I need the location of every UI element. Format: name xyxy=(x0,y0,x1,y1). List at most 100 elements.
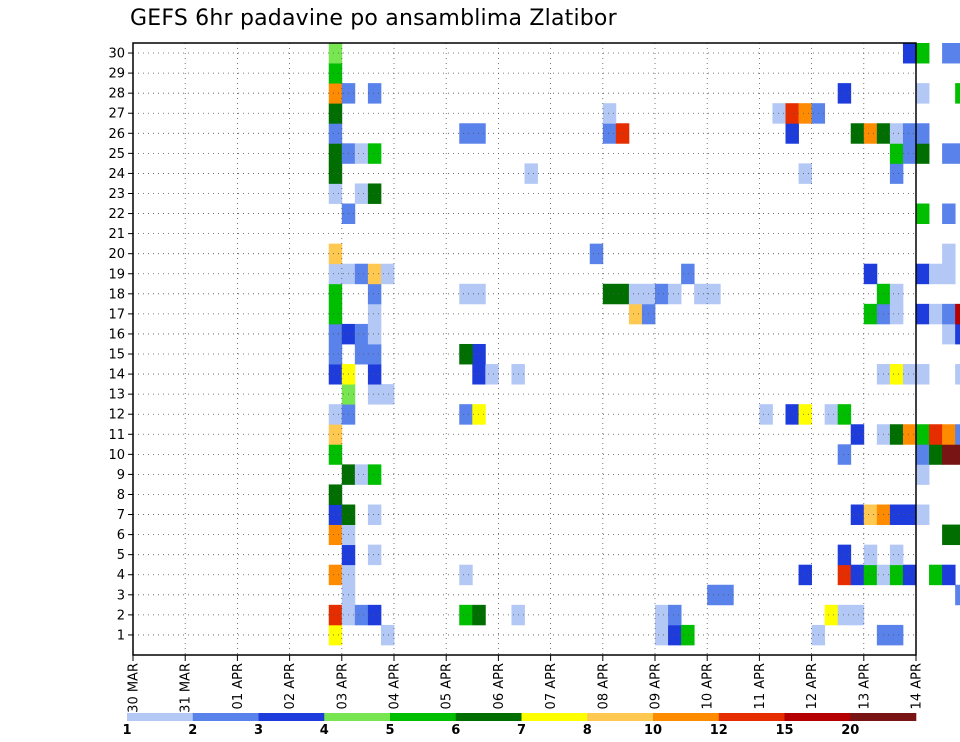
x-tick-label: 13 APR xyxy=(857,663,872,709)
precip-cell-m18-t40 xyxy=(655,283,669,305)
precip-cell-m2-t54 xyxy=(837,604,852,626)
y-tick-label: 26 xyxy=(108,127,125,142)
legend-label: 4 xyxy=(320,723,329,738)
precip-cell-m27-t36 xyxy=(602,103,617,124)
precip-cell-m13-t18 xyxy=(367,384,382,405)
precip-cell-m9-t17 xyxy=(354,464,369,485)
precip-cell-m18-t15 xyxy=(328,283,343,305)
precip-cell-m23-t15 xyxy=(328,183,343,204)
legend-label: 12 xyxy=(710,723,728,738)
precip-cell-m11-t63 xyxy=(955,424,960,445)
legend-label: 10 xyxy=(644,723,662,738)
precip-cell-m6-t63 xyxy=(955,524,960,546)
precip-cell-m25-t60 xyxy=(916,143,930,164)
precip-cell-m27-t15 xyxy=(328,103,343,124)
precip-cell-m26-t59 xyxy=(902,123,917,144)
precip-cell-m17-t62 xyxy=(942,303,956,325)
precip-cell-m14-t18 xyxy=(367,364,382,385)
y-tick-label: 14 xyxy=(108,368,125,383)
precip-cell-m2-t55 xyxy=(850,604,865,626)
precip-cell-m22-t62 xyxy=(942,203,956,224)
precip-cell-m26-t15 xyxy=(328,123,343,144)
precip-cell-m15-t15 xyxy=(328,343,343,365)
precip-cell-m26-t37 xyxy=(615,123,630,144)
legend-label: 7 xyxy=(517,723,526,738)
precip-cell-m30-t62 xyxy=(942,43,956,64)
precip-cell-m16-t17 xyxy=(354,323,369,345)
x-tick-label: 07 APR xyxy=(544,663,559,709)
precip-cell-m14-t27 xyxy=(485,364,499,385)
color-legend: 1 2 3 4 5 6 7 8 10 12 15 20 xyxy=(122,713,917,738)
precip-cell-m24-t58 xyxy=(889,163,904,184)
y-tick-label: 8 xyxy=(117,488,125,503)
precip-cell-m3-t45 xyxy=(720,584,734,606)
precip-cell-m7-t56 xyxy=(863,504,878,525)
precip-cell-m20-t15 xyxy=(328,243,343,265)
precip-cell-m10-t61 xyxy=(929,444,943,465)
x-tick-label: 09 APR xyxy=(649,663,664,709)
precip-cell-m2-t53 xyxy=(824,604,839,626)
precip-cell-m11-t55 xyxy=(850,424,865,445)
precip-cell-m2-t40 xyxy=(655,604,669,626)
precip-cell-m12-t26 xyxy=(472,404,486,425)
precip-cell-m2-t41 xyxy=(668,604,682,626)
precip-cell-m11-t15 xyxy=(328,424,343,445)
precip-cell-m19-t15 xyxy=(328,263,343,285)
precip-cell-m15-t17 xyxy=(354,343,369,365)
precip-cell-m15-t26 xyxy=(472,343,486,365)
precip-cell-m11-t58 xyxy=(889,424,904,445)
precip-cell-m26-t25 xyxy=(459,123,473,144)
precip-cell-m17-t60 xyxy=(916,303,930,325)
precip-cell-m19-t42 xyxy=(681,263,695,285)
precip-cell-m6-t62 xyxy=(942,524,956,546)
precip-cell-m24-t51 xyxy=(798,163,812,184)
precip-cell-m19-t56 xyxy=(863,263,878,285)
precip-cell-m7-t60 xyxy=(916,504,930,525)
precip-cell-m7-t59 xyxy=(902,504,917,525)
precip-cell-m6-t15 xyxy=(328,524,343,546)
precip-cell-m14-t26 xyxy=(472,364,486,385)
precip-cell-m28-t15 xyxy=(328,83,343,104)
precip-cell-m1-t58 xyxy=(889,624,904,646)
precip-cell-m30-t60 xyxy=(916,43,930,64)
precip-cell-m12-t51 xyxy=(798,404,812,425)
precip-cell-m30-t15 xyxy=(328,43,343,64)
precip-cell-m18-t36 xyxy=(602,283,617,305)
y-tick-label: 20 xyxy=(108,247,125,262)
precip-cell-m25-t63 xyxy=(955,143,960,164)
x-tick-label: 03 APR xyxy=(335,663,350,709)
precip-cell-m26-t56 xyxy=(863,123,878,144)
precip-cell-m28-t63 xyxy=(955,83,960,104)
precip-cell-m14-t58 xyxy=(889,364,904,385)
precip-cell-m26-t55 xyxy=(850,123,865,144)
precip-cell-m11-t61 xyxy=(929,424,943,445)
precip-cell-m25-t17 xyxy=(354,143,369,164)
y-tick-label: 9 xyxy=(117,468,125,483)
plot-frame xyxy=(132,42,917,656)
precip-cell-m15-t18 xyxy=(367,343,382,365)
precip-cell-m13-t19 xyxy=(380,384,395,405)
precip-cell-m4-t59 xyxy=(902,564,917,586)
precip-cell-m20-t62 xyxy=(942,243,956,265)
precip-cell-m2-t15 xyxy=(328,604,343,626)
precip-cell-m28-t60 xyxy=(916,83,930,104)
legend-label: 5 xyxy=(385,723,394,738)
y-tick-label: 16 xyxy=(108,327,125,342)
precip-cell-m4-t58 xyxy=(889,564,904,586)
y-tick-label: 5 xyxy=(117,548,125,563)
y-tick-label: 6 xyxy=(117,528,125,543)
precip-cell-m15-t25 xyxy=(459,343,473,365)
legend-swatch xyxy=(192,713,259,721)
precip-cell-m27-t51 xyxy=(798,103,812,124)
precip-cell-m18-t58 xyxy=(889,283,904,305)
precip-cell-m30-t59 xyxy=(902,43,917,64)
precip-cell-m5-t58 xyxy=(889,544,904,566)
precip-cell-m23-t17 xyxy=(354,183,369,204)
y-tick-label: 10 xyxy=(108,448,125,463)
precip-cell-m19-t19 xyxy=(380,263,395,285)
precip-cell-m4-t62 xyxy=(942,564,956,586)
precip-cell-m17-t38 xyxy=(628,303,643,325)
precip-cell-m24-t30 xyxy=(524,163,538,184)
y-tick-label: 30 xyxy=(108,47,125,62)
